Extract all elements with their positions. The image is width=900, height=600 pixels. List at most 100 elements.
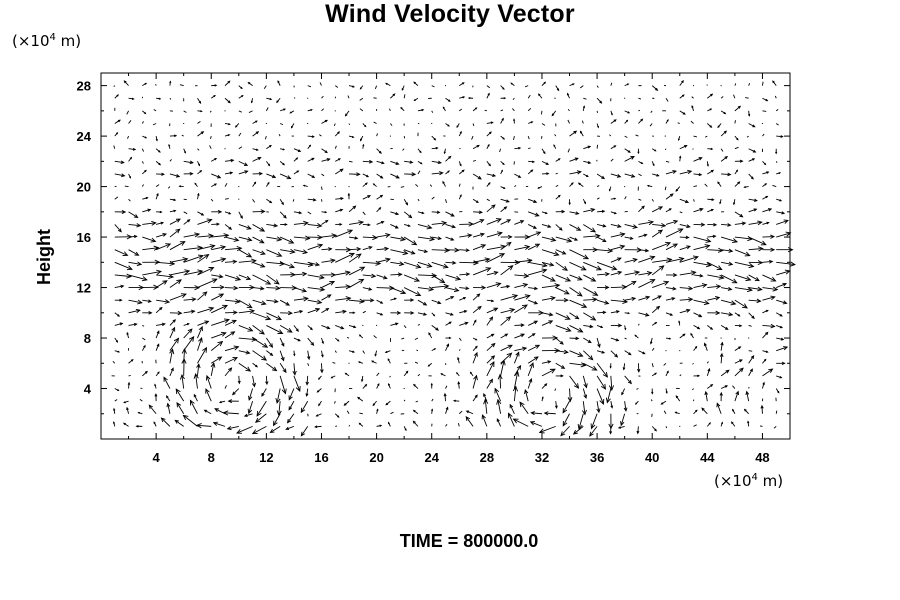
vector-arrow xyxy=(748,298,762,304)
vector-arrow xyxy=(636,388,639,390)
x-tick-label: 32 xyxy=(535,450,549,465)
vector-arrow xyxy=(156,172,165,176)
vector-arrow xyxy=(720,130,728,137)
vector-arrow xyxy=(500,117,504,124)
vector-arrow xyxy=(196,363,201,376)
vector-arrow xyxy=(693,199,695,202)
vector-arrow xyxy=(210,198,214,202)
vector-arrow xyxy=(335,324,345,330)
vector-arrow xyxy=(238,186,240,188)
vector-arrow xyxy=(238,132,242,137)
vector-arrow xyxy=(566,92,570,99)
vector-arrow xyxy=(154,383,157,389)
vector-arrow xyxy=(638,160,644,165)
vector-arrow xyxy=(762,110,767,112)
vector-arrow xyxy=(243,413,253,417)
vector-arrow xyxy=(486,131,492,137)
vector-arrow xyxy=(569,83,575,87)
vector-arrow xyxy=(583,173,589,177)
vector-arrow xyxy=(732,199,736,206)
vector-arrow xyxy=(651,426,657,432)
vector-arrow xyxy=(569,362,587,368)
x-tick-label: 44 xyxy=(700,450,715,465)
vector-arrow xyxy=(153,109,157,112)
vector-arrow xyxy=(403,135,406,139)
vector-arrow xyxy=(390,322,399,326)
vector-arrow xyxy=(486,253,506,263)
vector-arrow xyxy=(265,337,274,349)
vector-arrow xyxy=(183,232,201,238)
vector-arrow xyxy=(431,122,433,124)
vector-arrow xyxy=(252,120,258,124)
vector-arrow xyxy=(719,391,723,402)
vector-arrow xyxy=(459,321,469,326)
vector-arrow xyxy=(224,80,231,86)
vector-arrow xyxy=(127,381,131,389)
vector-arrow xyxy=(169,293,187,301)
vector-arrow xyxy=(748,236,767,246)
vector-arrow xyxy=(747,420,750,427)
vector-arrow xyxy=(472,351,478,364)
vector-arrow xyxy=(431,348,437,352)
vector-arrow xyxy=(128,249,140,256)
vector-arrow xyxy=(458,183,461,187)
vector-arrow xyxy=(385,400,391,406)
vector-arrow xyxy=(335,284,352,290)
vector-arrow xyxy=(126,110,129,115)
vector-arrow xyxy=(231,388,240,396)
vector-arrow xyxy=(346,410,350,414)
vector-arrow xyxy=(500,206,508,213)
vector-arrow xyxy=(126,331,129,339)
vector-arrow xyxy=(458,349,461,351)
vector-arrow xyxy=(348,135,355,139)
vector-arrow xyxy=(238,170,249,175)
vector-arrow xyxy=(335,158,341,162)
vector-arrow xyxy=(776,172,782,175)
vector-arrow xyxy=(155,343,160,351)
vector-arrow xyxy=(762,208,773,213)
vector-arrow xyxy=(762,161,767,166)
vector-arrow xyxy=(772,80,777,86)
vector-arrow xyxy=(335,270,351,276)
vector-arrow xyxy=(624,280,637,288)
vector-arrow xyxy=(445,170,450,175)
vector-arrow xyxy=(732,385,736,389)
vector-arrow xyxy=(197,278,218,288)
vector-arrow xyxy=(624,375,632,385)
vector-arrow xyxy=(610,158,614,162)
vector-arrow xyxy=(189,399,198,414)
vector-arrow xyxy=(610,284,628,290)
vector-arrow xyxy=(320,363,324,374)
vector-arrow xyxy=(663,362,667,366)
x-unit-prefix: (×10 xyxy=(714,472,752,490)
vector-arrow xyxy=(252,209,266,214)
vector-arrow xyxy=(569,312,580,320)
vector-arrow xyxy=(334,145,337,149)
vector-arrow xyxy=(114,132,119,137)
vector-arrow xyxy=(610,197,617,200)
vector-arrow xyxy=(183,110,187,113)
vector-arrow xyxy=(197,254,210,263)
vector-arrow xyxy=(114,273,133,279)
vector-arrow xyxy=(211,331,227,339)
vector-arrow xyxy=(321,247,333,251)
vector-arrow xyxy=(624,148,631,153)
vector-arrow xyxy=(679,169,693,175)
vector-arrow xyxy=(403,211,413,219)
vector-arrow xyxy=(279,211,287,219)
vector-arrow xyxy=(169,326,176,339)
vector-arrow xyxy=(417,249,429,253)
vector-arrow xyxy=(155,243,172,251)
vector-arrow xyxy=(197,320,210,326)
vector-arrow xyxy=(416,349,419,352)
vector-arrow xyxy=(555,287,570,295)
vector-arrow xyxy=(256,400,267,417)
vector-arrow xyxy=(390,297,397,301)
vector-arrow xyxy=(169,198,177,202)
vector-arrow xyxy=(359,108,364,112)
vector-arrow xyxy=(113,407,116,414)
vector-arrow xyxy=(348,424,350,427)
vector-arrow xyxy=(197,97,202,104)
vector-arrow xyxy=(748,158,756,162)
vector-arrow xyxy=(307,223,323,229)
